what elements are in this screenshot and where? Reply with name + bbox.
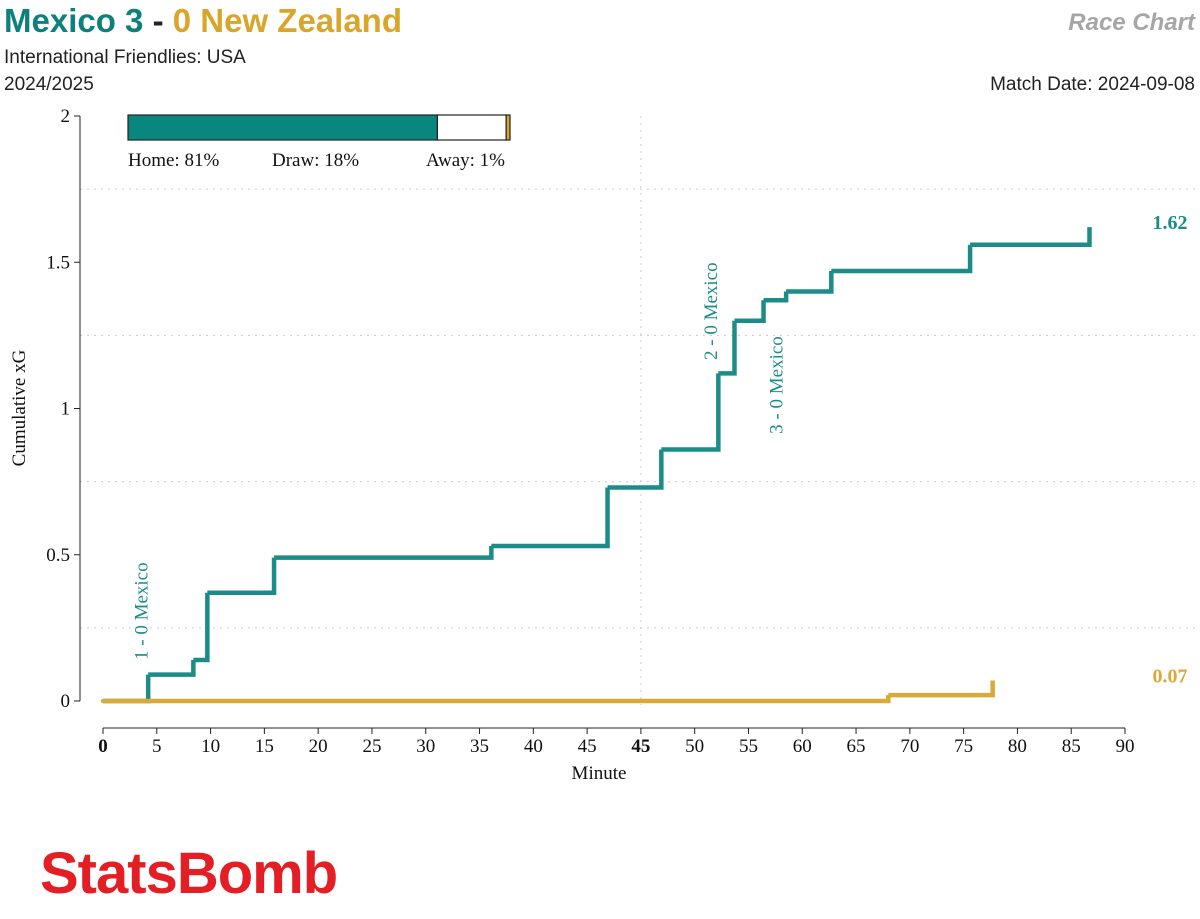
x-tick-label: 15	[255, 736, 274, 757]
y-tick-label: 0	[61, 691, 71, 712]
step-segment	[193, 592, 210, 663]
probability-name: Draw:	[272, 150, 319, 171]
chart-kind: Race Chart	[1068, 9, 1196, 36]
season: 2024/2025	[4, 74, 94, 95]
y-tick-label: 2	[61, 106, 71, 127]
probability-value: 1%	[480, 150, 506, 171]
step-segment	[831, 244, 973, 274]
x-tick-label: 50	[685, 736, 704, 757]
x-tick-label: 70	[900, 736, 919, 757]
x-tick-label: 20	[309, 736, 328, 757]
x-tick-label: 5	[152, 736, 162, 757]
title-away: 0 New Zealand	[173, 2, 402, 39]
probability-label: Draw: 18%	[272, 150, 359, 171]
step-segment	[207, 557, 277, 596]
y-axis-label: Cumulative xG	[9, 349, 30, 466]
goal-annotation: 3 - 0 Mexico	[766, 336, 787, 434]
goal-annotation: 1 - 0 Mexico	[132, 562, 153, 660]
step-segment	[491, 487, 610, 549]
probability-bar	[436, 114, 507, 141]
step-segment	[103, 674, 151, 704]
x-tick-label: 90	[1116, 736, 1135, 757]
probability-label: Home: 81%	[128, 150, 219, 171]
end-label: 0.07	[1153, 666, 1188, 688]
x-tick-label: 40	[524, 736, 543, 757]
x-tick-label: 30	[416, 736, 435, 757]
step-segment	[734, 300, 766, 323]
x-tick-label: 75	[954, 736, 973, 757]
end-label: 1.62	[1153, 212, 1188, 234]
step-segment	[607, 449, 664, 490]
step-segment	[970, 227, 1092, 247]
y-tick-label: 0.5	[46, 545, 70, 566]
probability-bar	[505, 114, 511, 141]
step-segment	[274, 545, 494, 560]
y-tick-label: 1.5	[46, 252, 70, 273]
probability-name: Away:	[426, 150, 475, 171]
x-tick-label: 65	[847, 736, 866, 757]
probability-bar	[127, 114, 439, 141]
match-date: Match Date: 2024-09-08	[990, 74, 1195, 95]
step-segment	[786, 271, 834, 294]
step-segment	[763, 291, 789, 303]
x-tick-label: 60	[793, 736, 812, 757]
x-tick-label: 45	[578, 736, 597, 757]
probability-name: Home:	[128, 150, 180, 171]
chart-title: Mexico 3 - 0 New Zealand	[4, 2, 402, 39]
x-tick-label: 25	[362, 736, 381, 757]
y-tick-label: 1	[61, 399, 71, 420]
title-home: Mexico 3	[4, 2, 143, 39]
step-segment	[888, 680, 995, 698]
x-tick-label: 45	[631, 736, 650, 757]
x-tick-label: 80	[1008, 736, 1027, 757]
logo: StatsBomb	[40, 841, 337, 906]
step-segment	[661, 373, 721, 452]
x-tick-label: 35	[470, 736, 489, 757]
x-tick-label: 10	[201, 736, 220, 757]
step-segment	[718, 320, 737, 376]
title-sep: -	[153, 2, 164, 39]
goal-annotation: 2 - 0 Mexico	[701, 262, 722, 360]
x-axis-label: Minute	[572, 763, 627, 784]
x-tick-label: 85	[1062, 736, 1081, 757]
probability-value: 18%	[324, 150, 359, 171]
step-segment	[103, 695, 891, 704]
probability-label: Away: 1%	[426, 150, 505, 171]
x-tick-label: 0	[98, 736, 108, 757]
probability-value: 81%	[184, 150, 219, 171]
x-tick-label: 55	[739, 736, 758, 757]
step-segment	[148, 660, 196, 677]
competition: International Friendlies: USA	[4, 47, 246, 68]
